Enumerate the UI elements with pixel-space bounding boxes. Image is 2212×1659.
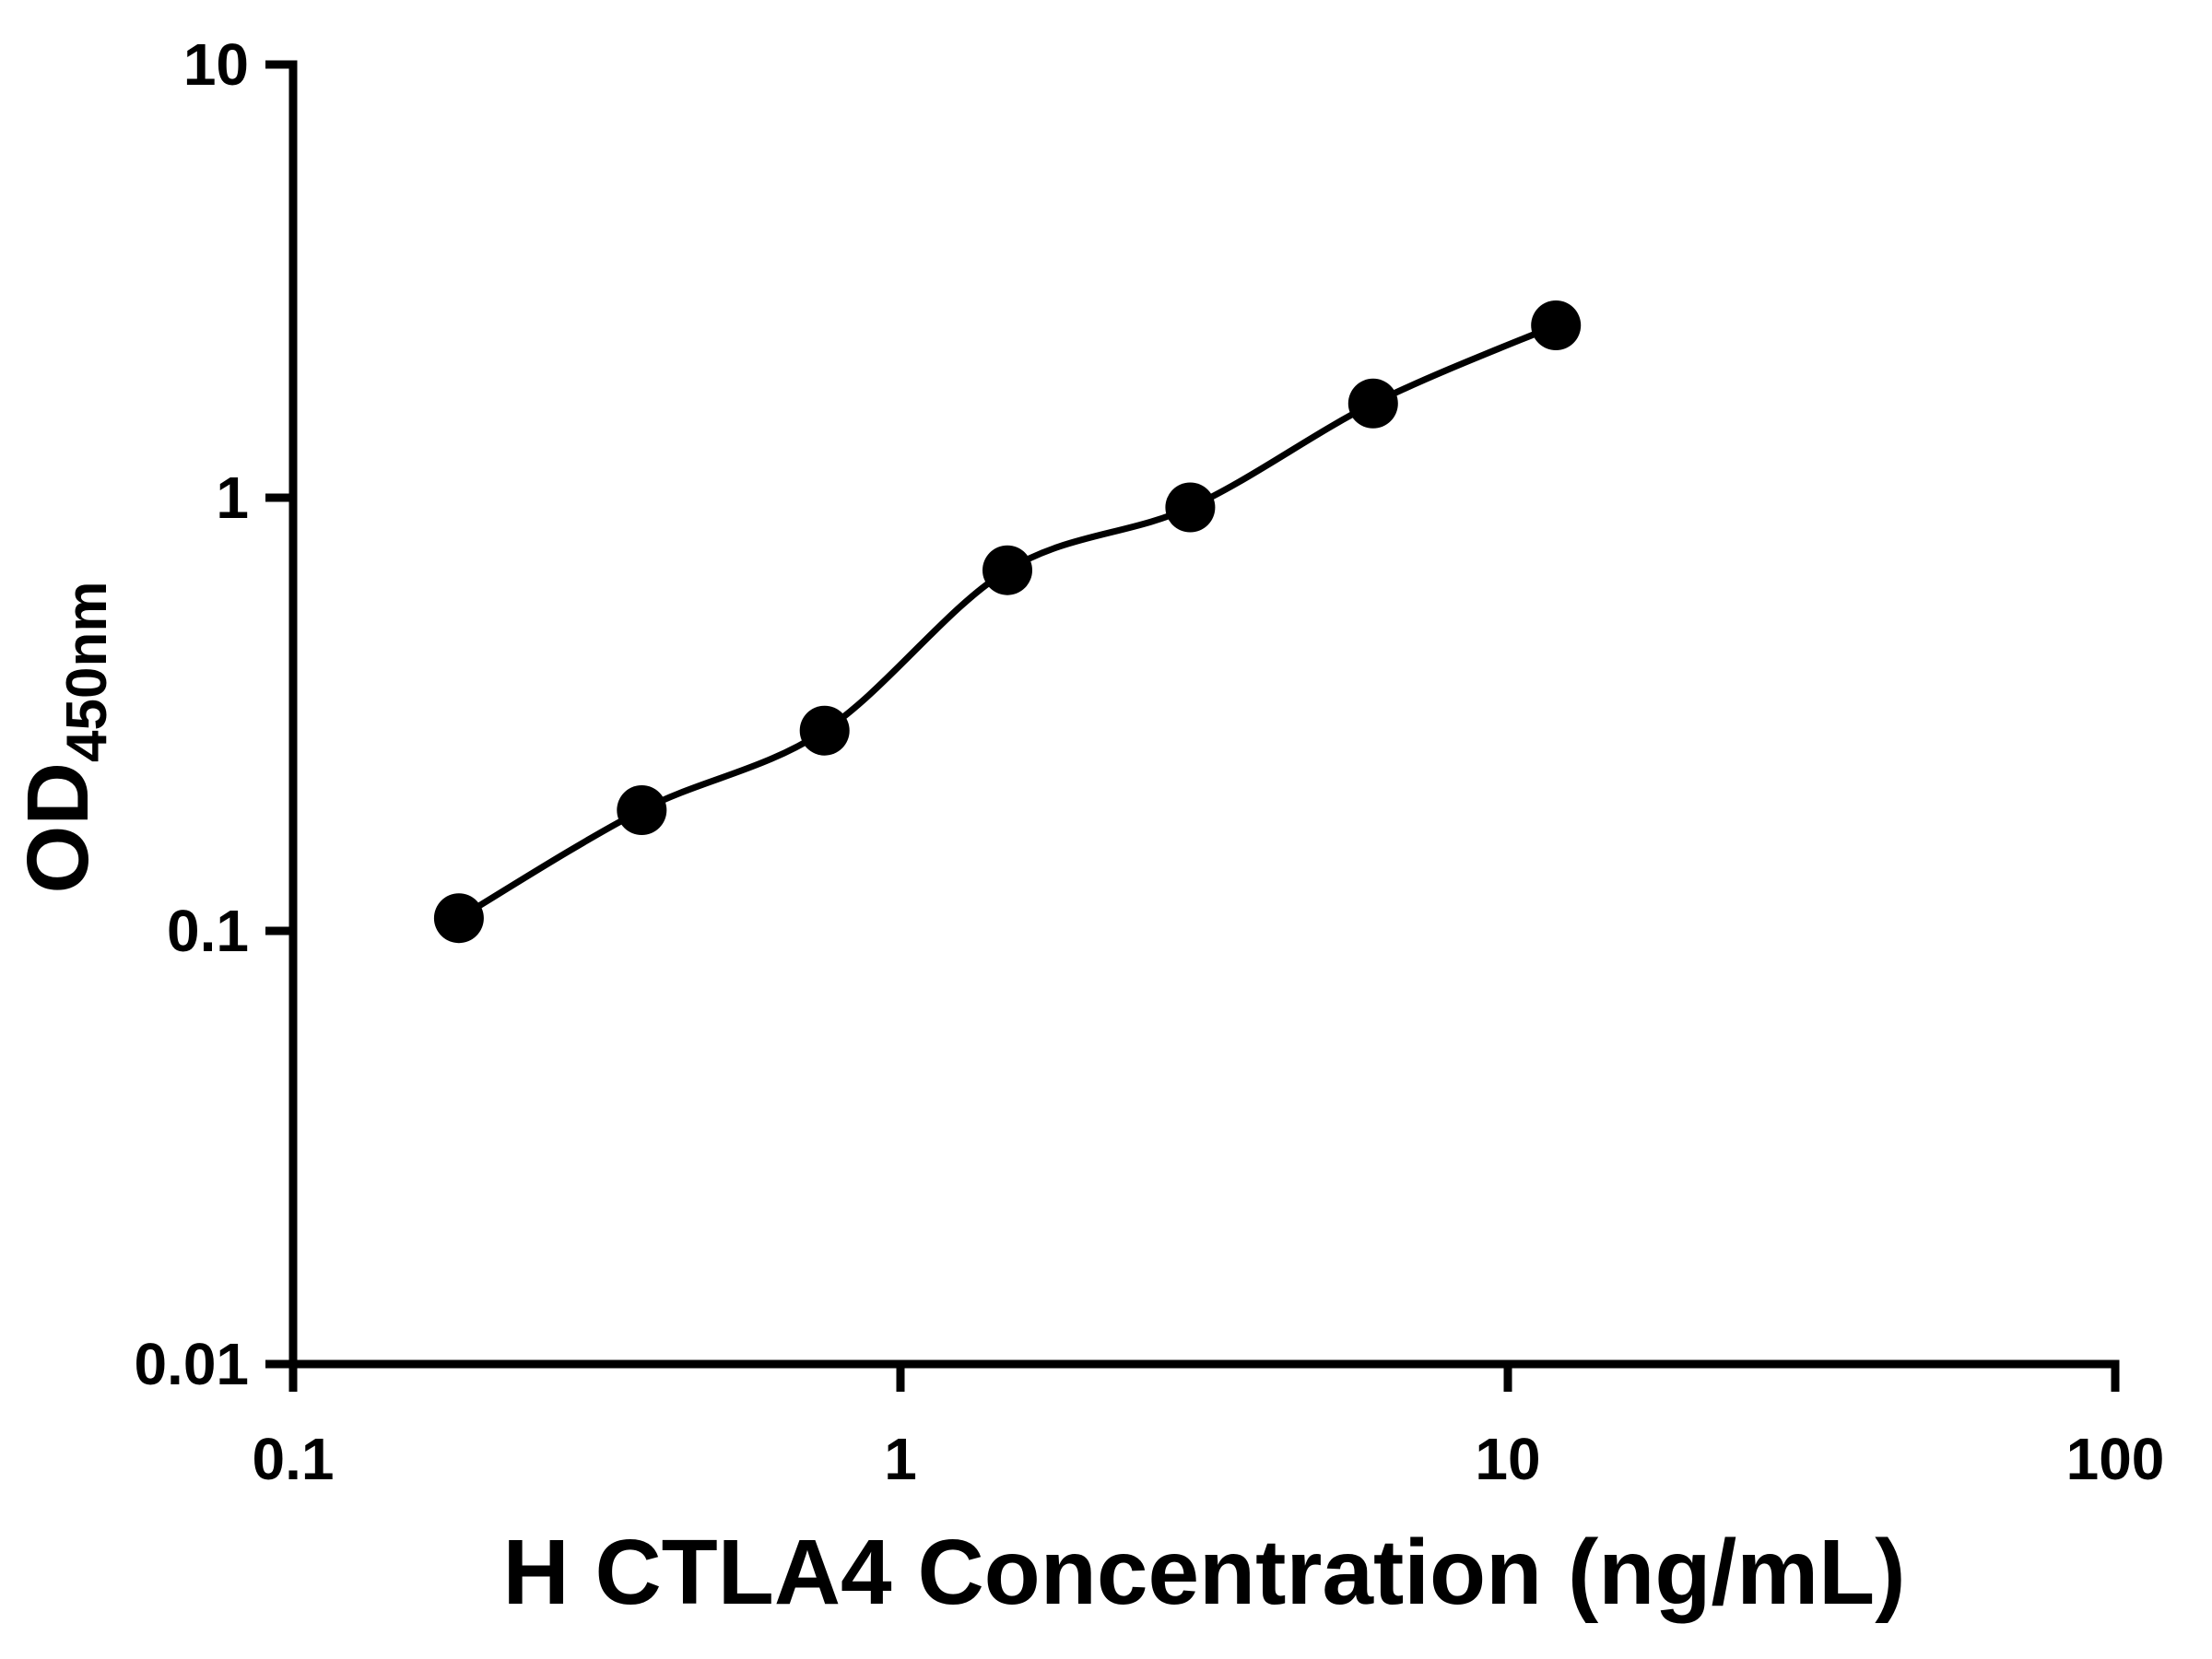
x-tick-label: 100: [2066, 1426, 2165, 1492]
data-points: [433, 300, 1582, 944]
y-tick-label: 0.01: [134, 1331, 249, 1397]
data-point-marker: [1347, 378, 1398, 429]
y-axis-title-subscript: 450nm: [55, 582, 119, 762]
x-axis-title: H CTLA4 Concentration (ng/mL): [502, 1521, 1905, 1624]
axes-spines: [288, 60, 2120, 1369]
data-point-marker: [617, 785, 667, 835]
data-point-marker: [982, 545, 1032, 595]
y-tick-label: 1: [216, 465, 249, 531]
x-tick-label: 1: [884, 1426, 917, 1492]
data-point-marker: [1165, 482, 1216, 533]
y-tick-label: 0.1: [167, 898, 249, 964]
data-point-marker: [799, 705, 850, 756]
data-point-marker: [433, 893, 484, 944]
axis-ticks: [265, 60, 2120, 1392]
x-tick-label: 10: [1475, 1426, 1540, 1492]
y-axis-title-main: OD: [9, 762, 107, 894]
y-axis-title: OD450nm: [9, 582, 119, 894]
data-point-marker: [1531, 300, 1582, 350]
y-tick-label: 10: [183, 31, 249, 98]
x-tick-label: 0.1: [253, 1426, 335, 1492]
